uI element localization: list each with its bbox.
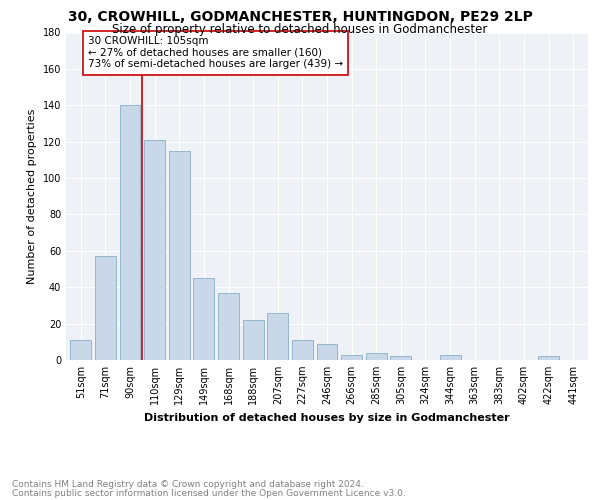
Bar <box>193 278 214 360</box>
Bar <box>267 312 288 360</box>
Bar <box>242 320 263 360</box>
X-axis label: Distribution of detached houses by size in Godmanchester: Distribution of detached houses by size … <box>144 412 510 422</box>
Y-axis label: Number of detached properties: Number of detached properties <box>27 108 37 284</box>
Bar <box>341 354 362 360</box>
Text: 30 CROWHILL: 105sqm
← 27% of detached houses are smaller (160)
73% of semi-detac: 30 CROWHILL: 105sqm ← 27% of detached ho… <box>88 36 343 70</box>
Bar <box>391 356 412 360</box>
Bar <box>366 352 387 360</box>
Text: Size of property relative to detached houses in Godmanchester: Size of property relative to detached ho… <box>112 22 488 36</box>
Bar <box>440 354 461 360</box>
Text: 30, CROWHILL, GODMANCHESTER, HUNTINGDON, PE29 2LP: 30, CROWHILL, GODMANCHESTER, HUNTINGDON,… <box>68 10 532 24</box>
Bar <box>292 340 313 360</box>
Bar <box>144 140 165 360</box>
Text: Contains public sector information licensed under the Open Government Licence v3: Contains public sector information licen… <box>12 488 406 498</box>
Bar <box>95 256 116 360</box>
Bar <box>119 106 140 360</box>
Bar <box>538 356 559 360</box>
Text: Contains HM Land Registry data © Crown copyright and database right 2024.: Contains HM Land Registry data © Crown c… <box>12 480 364 489</box>
Bar <box>218 292 239 360</box>
Bar <box>317 344 337 360</box>
Bar <box>169 151 190 360</box>
Bar <box>70 340 91 360</box>
